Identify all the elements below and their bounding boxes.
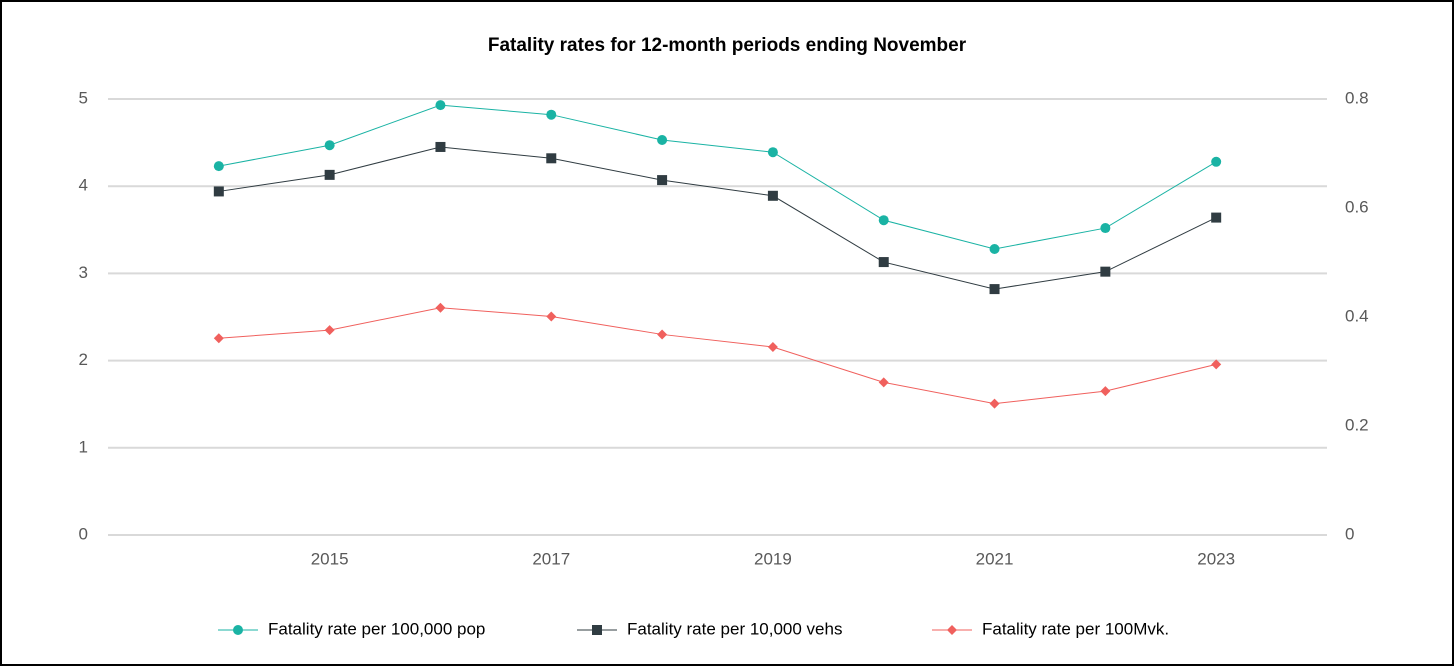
data-point — [878, 377, 889, 388]
data-point — [989, 398, 1000, 409]
data-point — [1211, 212, 1222, 223]
data-point — [878, 215, 889, 226]
legend-marker — [233, 625, 243, 635]
data-point — [657, 134, 668, 145]
data-point — [213, 186, 224, 197]
data-point — [767, 190, 778, 201]
legend-label: Fatality rate per 10,000 vehs — [627, 619, 842, 638]
data-point — [1100, 386, 1111, 397]
x-tick-label: 2021 — [976, 549, 1014, 568]
data-point — [1211, 156, 1222, 167]
data-point — [324, 325, 335, 336]
chart-title: Fatality rates for 12-month periods endi… — [488, 35, 967, 56]
y2-tick-label: 0 — [1345, 524, 1354, 543]
y-tick-label: 2 — [79, 350, 88, 369]
y-tick-label: 1 — [79, 437, 88, 456]
series-line — [218, 104, 1217, 250]
legend-label: Fatality rate per 100,000 pop — [268, 619, 485, 638]
data-point — [767, 147, 778, 158]
y2-tick-label: 0.8 — [1345, 88, 1369, 107]
data-point — [435, 141, 446, 152]
legend-marker — [947, 625, 957, 635]
legend-marker — [592, 625, 602, 635]
data-point — [657, 175, 668, 186]
y2-tick-label: 0.6 — [1345, 197, 1369, 216]
x-tick-label: 2015 — [311, 549, 349, 568]
legend-label: Fatality rate per 100Mvk. — [982, 619, 1169, 638]
x-tick-label: 2023 — [1197, 549, 1235, 568]
x-tick-label: 2017 — [532, 549, 570, 568]
data-point — [1100, 223, 1111, 234]
y2-tick-label: 0.2 — [1345, 415, 1369, 434]
data-point — [324, 140, 335, 151]
y-tick-label: 0 — [79, 524, 88, 543]
y-tick-label: 3 — [79, 263, 88, 282]
data-point — [546, 153, 557, 164]
data-point — [989, 284, 1000, 295]
series-line — [218, 307, 1217, 405]
data-point — [324, 169, 335, 180]
series-line — [218, 146, 1217, 290]
data-point — [546, 109, 557, 120]
data-point — [213, 161, 224, 172]
y-tick-label: 4 — [79, 176, 88, 195]
x-tick-label: 2019 — [754, 549, 792, 568]
data-point — [989, 243, 1000, 254]
y-tick-label: 5 — [79, 88, 88, 107]
data-point — [767, 341, 778, 352]
data-point — [657, 329, 668, 340]
data-point — [546, 311, 557, 322]
y2-tick-label: 0.4 — [1345, 306, 1369, 325]
data-point — [435, 100, 446, 111]
data-point — [435, 302, 446, 313]
data-point — [878, 257, 889, 268]
data-point — [1100, 266, 1111, 277]
data-point — [1211, 359, 1222, 370]
data-point — [213, 333, 224, 344]
